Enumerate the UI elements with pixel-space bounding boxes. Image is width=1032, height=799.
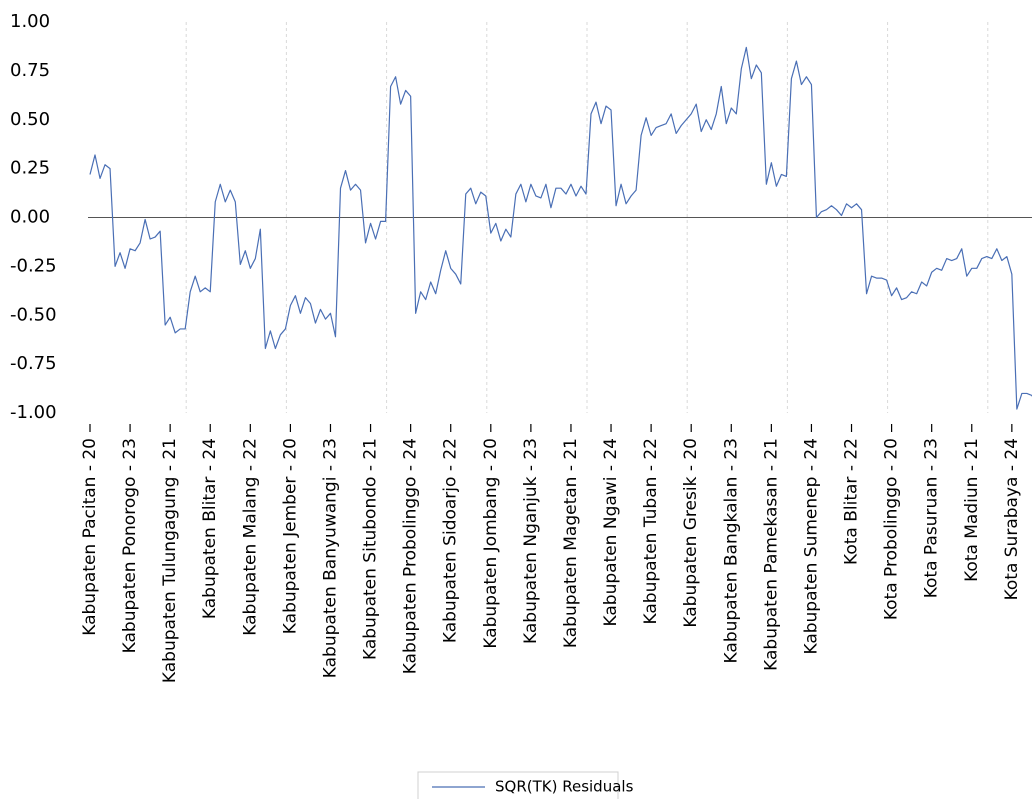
x-tick-label: Kabupaten Gresik - 20 [681,438,701,628]
y-tick-label: 0.50 [10,109,50,130]
legend-label: SQR(TK) Residuals [495,778,634,796]
y-tick-label: -1.00 [10,402,57,423]
x-tick-label: Kota Surabaya - 24 [1002,438,1022,600]
x-tick-label: Kabupaten Ponorogo - 23 [120,438,140,653]
y-tick-label: -0.75 [10,353,57,374]
y-tick-label: -0.25 [10,255,57,276]
y-tick-label: 0.25 [10,158,50,179]
x-tick-label: Kabupaten Tuban - 22 [641,438,661,624]
x-tick-label: Kabupaten Blitar - 24 [200,438,220,619]
legend: SQR(TK) Residuals [417,771,634,799]
x-tick-label: Kota Pasuruan - 23 [922,438,942,598]
y-tick-label: 0.00 [10,207,50,228]
x-tick-label: Kabupaten Jombang - 20 [481,438,501,649]
x-tick-label: Kabupaten Situbondo - 21 [361,438,381,660]
y-tick-label: 1.00 [10,11,50,32]
x-tick-label: Kabupaten Ngawi - 24 [601,438,621,626]
x-tick-label: Kabupaten Sidoarjo - 22 [441,438,461,643]
x-tick-label: Kabupaten Malang - 22 [240,438,260,636]
x-tick-label: Kabupaten Probolinggo - 24 [401,438,421,674]
legend-box [417,771,619,799]
x-tick-label: Kota Probolinggo - 20 [882,438,902,620]
x-tick-label: Kabupaten Nganjuk - 23 [521,438,541,644]
x-tick-label: Kabupaten Sumenep - 24 [801,438,821,655]
x-tick-label: Kota Madiun - 21 [962,438,982,582]
y-tick-label: 0.75 [10,60,50,81]
series-line [89,46,1032,410]
x-tick-label: Kabupaten Bangkalan - 23 [721,438,741,663]
x-tick-label: Kabupaten Banyuwangi - 23 [320,438,340,678]
x-tick-label: Kota Blitar - 22 [842,438,862,565]
x-tick-label: Kabupaten Pacitan - 20 [80,438,100,636]
x-tick-label: Kabupaten Magetan - 21 [561,438,581,648]
x-tick-label: Kabupaten Jember - 20 [280,438,300,634]
y-tick-label: -0.50 [10,304,57,325]
x-tick-label: Kabupaten Pamekasan - 21 [761,438,781,671]
x-tick-label: Kabupaten Tulungagung - 21 [160,438,180,683]
